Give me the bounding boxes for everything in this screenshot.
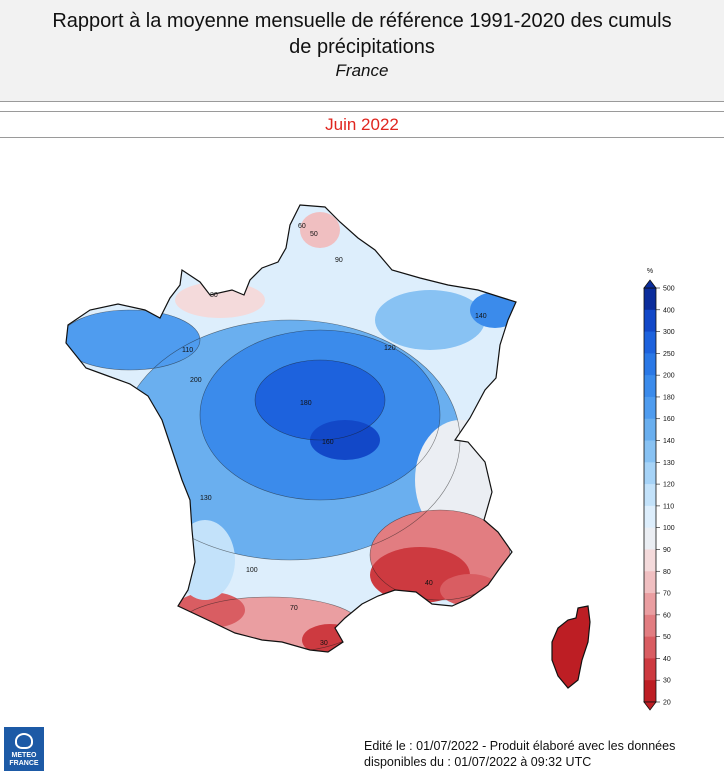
contour-label: 100 (246, 567, 258, 574)
legend-band (644, 593, 656, 616)
legend: % 500 400 300 250 200 180 160 140 130 120 110 100 90… (643, 268, 675, 711)
legend-tick-label: 140 (663, 438, 675, 445)
title-line-1: Rapport à la moyenne mensuelle de référe… (52, 10, 672, 32)
legend-band (644, 505, 656, 529)
meteo-france-logo: METEO FRANCE (4, 727, 44, 771)
contour-labels: 60 50 90 140 110 200 160 180 80 70 100 1… (182, 223, 487, 647)
legend-tick-label: 80 (663, 569, 671, 576)
legend-band (644, 571, 656, 594)
precipitation-map: 60 50 90 140 110 200 160 180 80 70 100 1… (65, 204, 591, 689)
legend-tick-label: 300 (663, 329, 675, 336)
title-line-2: de précipitations (289, 36, 435, 58)
legend-band (644, 680, 656, 703)
france-map (66, 205, 516, 652)
contour-label: 30 (320, 640, 328, 647)
legend-band (644, 462, 656, 485)
legend-tick-label: 100 (663, 525, 675, 532)
legend-tick-label: 110 (663, 503, 674, 510)
contour-label: 160 (322, 439, 334, 446)
page-subtitle: France (335, 61, 389, 80)
logo-line-2: FRANCE (9, 760, 39, 767)
contour-label: 140 (475, 313, 487, 320)
legend-band (644, 309, 656, 333)
legend-band (644, 375, 656, 398)
legend-tick-label: 500 (663, 286, 675, 293)
legend-tick-label: 130 (663, 460, 675, 467)
legend-band (644, 549, 656, 572)
logo-line-1: METEO (11, 752, 37, 759)
legend-band (644, 527, 656, 550)
legend-band (644, 353, 656, 376)
contour-label: 80 (210, 292, 218, 299)
legend-tick-label: 60 (663, 612, 671, 619)
legend-band (644, 288, 656, 311)
legend-band (644, 658, 656, 681)
contour-label: 60 (298, 223, 306, 230)
legend-tick-label: 250 (663, 351, 675, 358)
contour-label: 70 (290, 605, 298, 612)
legend-tick-label: 30 (663, 678, 671, 685)
contour-label: 110 (182, 347, 193, 354)
contour-label: 180 (300, 400, 312, 407)
legend-tick-label: 160 (663, 416, 675, 423)
legend-tick-label: 90 (663, 547, 671, 554)
legend-band (644, 614, 656, 638)
legend-tick-label: 20 (663, 700, 671, 707)
contour-label: 40 (425, 580, 433, 587)
footer-note: Edité le : 01/07/2022 - Produit élaboré … (364, 738, 714, 770)
legend-tick-label: 70 (663, 591, 671, 598)
legend-unit: % (647, 268, 653, 275)
legend-color-scale (643, 279, 657, 711)
legend-tick-label: 180 (663, 394, 675, 401)
contour-label: 130 (200, 495, 212, 502)
legend-band (644, 636, 656, 659)
legend-tick-label: 50 (663, 634, 671, 641)
contour-label: 90 (335, 257, 343, 264)
legend-tick-label: 400 (663, 307, 675, 314)
legend-band (644, 396, 656, 420)
logo-mark-icon (15, 733, 33, 749)
legend-band (644, 331, 656, 354)
legend-band (644, 484, 656, 507)
legend-tick-label: 120 (663, 482, 675, 489)
page-title: Rapport à la moyenne mensuelle de référe… (0, 8, 724, 60)
period-label: Juin 2022 (0, 111, 724, 138)
legend-tick-label: 200 (663, 373, 675, 380)
legend-band (644, 440, 656, 463)
header-panel: Rapport à la moyenne mensuelle de référe… (0, 0, 724, 102)
contour-label: 120 (384, 345, 396, 352)
contour-label: 200 (190, 377, 202, 384)
footer-line-1: Edité le : 01/07/2022 - Produit élaboré … (364, 739, 676, 753)
legend-tick-label: 40 (663, 656, 671, 663)
legend-band (644, 418, 656, 442)
footer-line-2: disponibles du : 01/07/2022 à 09:32 UTC (364, 755, 592, 769)
legend-tick-labels: 500 400 300 250 200 180 160 140 130 120 110 100 90 80… (656, 286, 675, 707)
contour-label: 50 (310, 231, 318, 238)
